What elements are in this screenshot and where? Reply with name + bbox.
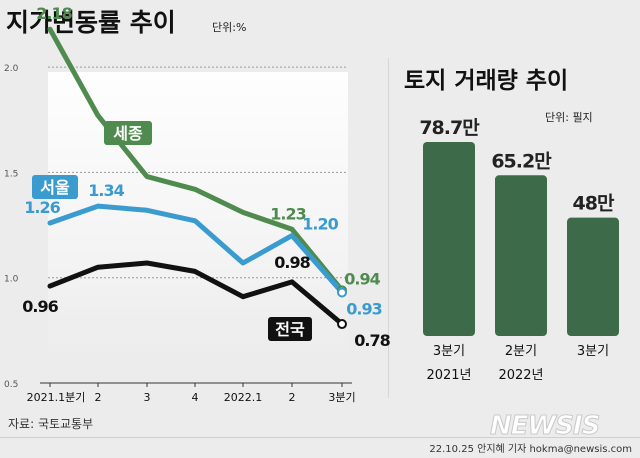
x-tick-label: 3분기 [328, 391, 355, 404]
bar-category-label: 2분기 [505, 344, 537, 359]
source-text: 자료: 국토교통부 [8, 417, 93, 431]
bar-value-label: 78.7만 [419, 117, 480, 139]
bar [567, 217, 619, 336]
data-label: 1.23 [270, 204, 305, 223]
end-point-전국 [337, 319, 347, 330]
credit-text: 22.10.25 안지혜 기자 hokma@newsis.com [429, 443, 632, 455]
y-tick-label: 2.0 [4, 64, 19, 74]
line-chart-title: 지가변동률 추이 [6, 8, 176, 37]
x-tick-label: 4 [192, 391, 199, 404]
series-name-전국: 전국 [275, 320, 305, 339]
data-label: 1.20 [302, 215, 338, 234]
bar-year-label: 2022년 [498, 368, 543, 383]
data-label: 0.93 [346, 299, 381, 318]
footer-rule [0, 437, 640, 438]
bar-category-label: 3분기 [577, 344, 609, 359]
y-tick-label: 0.5 [4, 380, 18, 390]
panel-divider [388, 58, 389, 398]
data-label: 0.96 [22, 297, 58, 316]
line-chart-unit: 단위:% [212, 21, 246, 34]
data-label: 1.34 [88, 181, 124, 200]
data-label: 2.18 [36, 4, 72, 23]
x-tick-label: 3 [144, 391, 151, 404]
series-badge-전국 [268, 317, 312, 341]
x-tick-label: 2021.1분기 [27, 391, 86, 404]
series-badge-서울 [32, 175, 78, 199]
x-tick-label: 2 [95, 391, 102, 404]
y-tick-label: 1.0 [4, 275, 19, 285]
bar [423, 142, 475, 336]
bar-chart-title: 토지 거래량 추이 [404, 68, 568, 94]
series-badge-세종 [104, 121, 152, 145]
bar [495, 175, 547, 336]
x-tick-label: 2022.1 [224, 391, 263, 404]
bar-category-label: 3분기 [433, 344, 465, 359]
data-label: 1.26 [24, 198, 60, 217]
line-세종 [47, 26, 345, 293]
end-point-서울 [337, 287, 347, 298]
newsis-watermark: NEWSIS [490, 411, 600, 441]
data-label: 0.98 [274, 253, 310, 272]
data-label: 0.78 [354, 331, 390, 350]
data-label: 0.94 [344, 269, 380, 288]
line-서울 [47, 203, 345, 295]
series-name-세종: 세종 [113, 124, 143, 143]
x-tick-label: 2 [289, 391, 296, 404]
series-name-서울: 서울 [40, 178, 70, 197]
y-tick-label: 1.5 [4, 169, 18, 179]
line-전국 [47, 260, 345, 327]
bar-value-label: 48만 [573, 193, 615, 215]
bar-chart-unit: 단위: 필지 [545, 111, 593, 124]
bar-year-label: 2021년 [426, 368, 471, 383]
bar-value-label: 65.2만 [491, 150, 552, 172]
